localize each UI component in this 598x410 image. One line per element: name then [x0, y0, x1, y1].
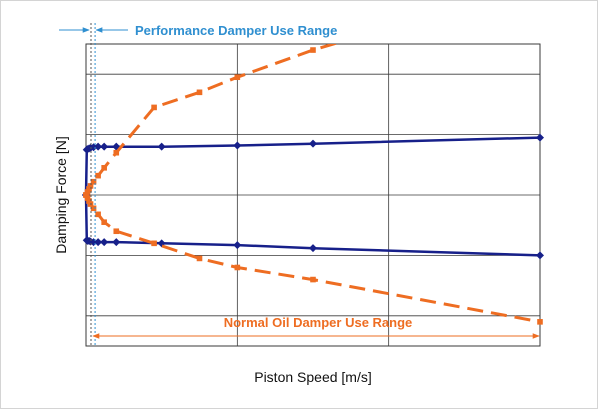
- data-point: [113, 228, 120, 235]
- x-axis-title: Piston Speed [m/s]: [254, 369, 372, 385]
- data-point: [83, 192, 89, 198]
- data-point: [157, 142, 166, 151]
- data-point: [94, 238, 103, 247]
- data-point: [234, 74, 241, 81]
- data-point: [310, 47, 316, 53]
- data-point: [87, 183, 94, 189]
- data-point: [84, 195, 91, 201]
- data-point: [233, 141, 242, 150]
- y-axis-title: Damping Force [N]: [53, 136, 69, 253]
- data-point: [310, 276, 316, 283]
- data-point: [234, 264, 241, 271]
- data-point: [112, 238, 121, 247]
- data-point: [100, 142, 109, 151]
- data-point: [536, 133, 544, 142]
- series-oil_upper: [83, 44, 339, 198]
- normal-range-label: Normal Oil Damper Use Range: [224, 315, 413, 330]
- data-point: [101, 165, 107, 171]
- data-point: [95, 172, 101, 179]
- grid: [85, 43, 541, 347]
- data-point: [86, 198, 92, 204]
- series-line-oil_lower: [84, 194, 541, 324]
- data-point: [113, 149, 120, 156]
- data-point: [536, 251, 544, 260]
- series-perf_lower: [82, 191, 544, 260]
- data-point: [309, 244, 317, 253]
- data-point: [196, 89, 203, 96]
- series-layer: [82, 44, 544, 325]
- annotation-layer: Performance Damper Use Range Normal Oil …: [59, 23, 540, 346]
- series-oil_lower: [83, 192, 543, 325]
- data-point: [309, 139, 317, 148]
- data-point: [84, 189, 91, 195]
- data-point: [90, 178, 97, 185]
- data-point: [151, 104, 157, 111]
- performance-range-label: Performance Damper Use Range: [135, 23, 337, 38]
- data-point: [86, 186, 92, 192]
- data-point: [196, 255, 203, 262]
- data-point: [90, 205, 97, 212]
- data-point: [537, 319, 543, 325]
- data-point: [94, 142, 103, 151]
- data-point: [233, 241, 242, 250]
- series-perf_upper: [82, 133, 544, 199]
- data-point: [151, 240, 157, 247]
- data-point: [95, 211, 101, 218]
- data-point: [101, 219, 107, 225]
- data-point: [100, 238, 109, 247]
